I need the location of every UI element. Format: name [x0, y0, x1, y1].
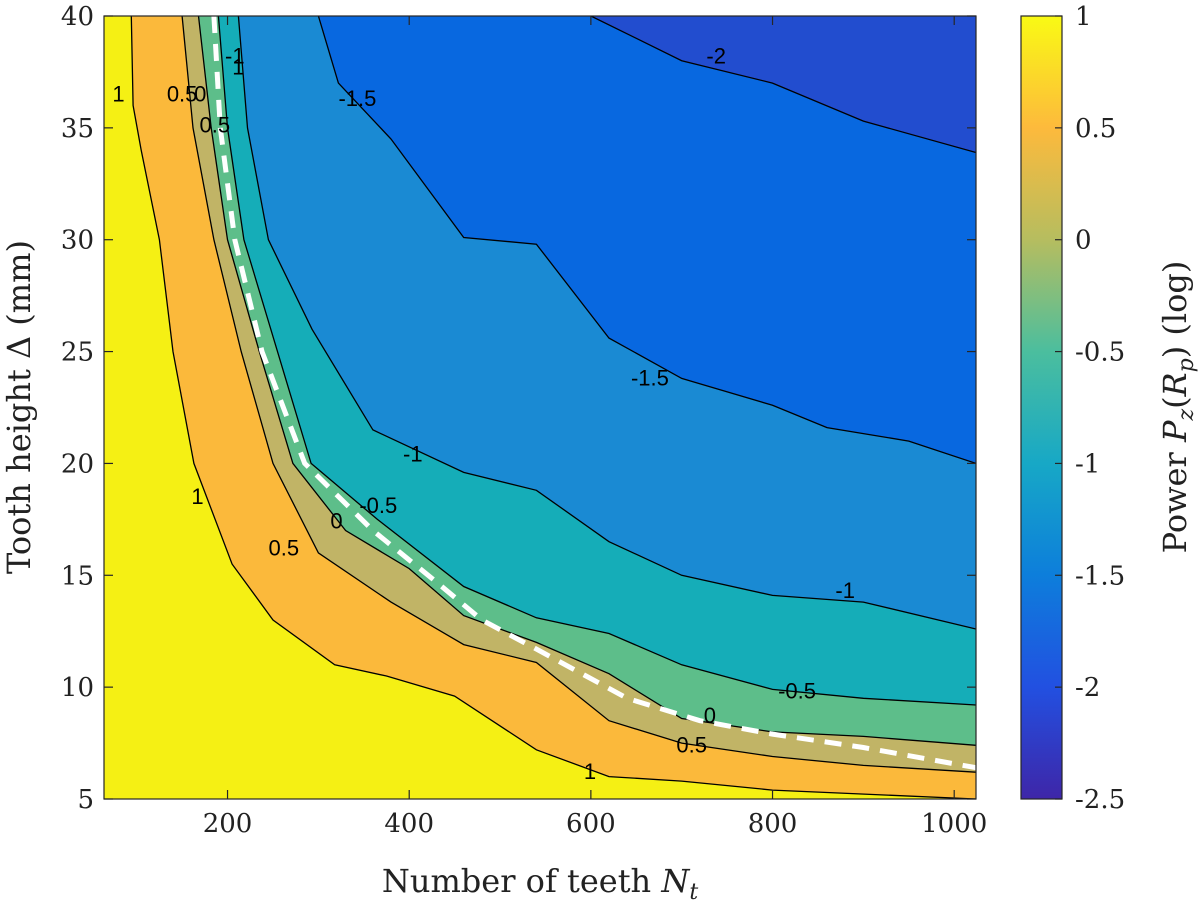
contour-line--2: [590, 16, 976, 154]
contour-label: 0.5: [676, 732, 707, 757]
contour-label: -1: [403, 441, 423, 466]
y-tick-label: 5: [77, 785, 94, 815]
contour-line--1.5: [317, 16, 976, 465]
colorbar-tick-label: -1: [1075, 449, 1100, 479]
contour-label: 1: [584, 759, 596, 784]
x-tick-label: 200: [203, 809, 253, 839]
colorbar-tick-label: 0: [1075, 226, 1092, 256]
y-tick-label: 40: [61, 2, 94, 32]
contour-label: 1: [191, 484, 203, 509]
colorbar-title: Power Pz(Rp) (log): [1156, 261, 1199, 554]
contour-label: -1: [835, 578, 855, 603]
colorbar-tick-label: -0.5: [1075, 338, 1125, 368]
colorbar-tick-label: -2: [1075, 673, 1100, 703]
contour-label: -0.5: [359, 493, 397, 518]
y-tick-label: 10: [61, 673, 94, 703]
contour-label: 0.5: [167, 81, 198, 106]
x-tick-label: 400: [384, 809, 434, 839]
contour-label: -2: [706, 43, 726, 68]
plot-frame: [103, 15, 977, 800]
contour-label: -1.5: [631, 365, 669, 390]
contour-label: 1: [232, 54, 244, 79]
contour-label: 1: [112, 81, 124, 106]
contour-fills: [104, 16, 976, 799]
colorbar-tick-label: 1: [1075, 2, 1092, 32]
y-tick-label: 35: [61, 114, 94, 144]
colorbar-tick-label: 0.5: [1075, 114, 1116, 144]
colorbar-ticks: 1 0.5 0 -0.5 -1 -1.5 -2 -2.5: [1055, 2, 1125, 815]
contour-label: 0: [194, 81, 206, 106]
y-axis-title: Tooth height Δ (mm): [0, 240, 38, 574]
x-axis-title: Number of teeth Nt: [382, 862, 699, 901]
region-below_-2: [590, 16, 976, 153]
y-tick-label: 15: [61, 561, 94, 591]
contour-labels: 1 0.500.5-11-1.5-2-1.5-1-0.500.51-1-0.500…: [112, 43, 855, 784]
x-tick-label: 600: [566, 809, 616, 839]
contour-label: -0.5: [778, 679, 816, 704]
x-tick-label: 1000: [921, 809, 987, 839]
contour-label: 0: [704, 703, 716, 728]
region--2_to_-1.5: [318, 16, 976, 464]
x-tick-label: 800: [748, 809, 798, 839]
colorbar-tick-label: -2.5: [1075, 785, 1125, 815]
colorbar: [1020, 15, 1063, 800]
contour-label: 0: [330, 509, 342, 534]
contour-label: 0.5: [269, 535, 300, 560]
y-tick-label: 25: [61, 338, 94, 368]
colorbar-tick-label: -1.5: [1075, 561, 1125, 591]
contour-line-0.5: [181, 16, 976, 773]
x-axis-ticks: 200 400 600 800 1000: [203, 16, 987, 839]
contour-line-1: [130, 16, 976, 799]
y-tick-label: 20: [61, 449, 94, 479]
contour-line--0.5: [217, 16, 976, 706]
contour-line--1: [237, 16, 976, 630]
y-tick-label: 30: [61, 226, 94, 256]
contour-label: -1.5: [338, 86, 376, 111]
contour-label: 0.5: [200, 113, 231, 138]
contour-label: -1: [225, 43, 245, 68]
